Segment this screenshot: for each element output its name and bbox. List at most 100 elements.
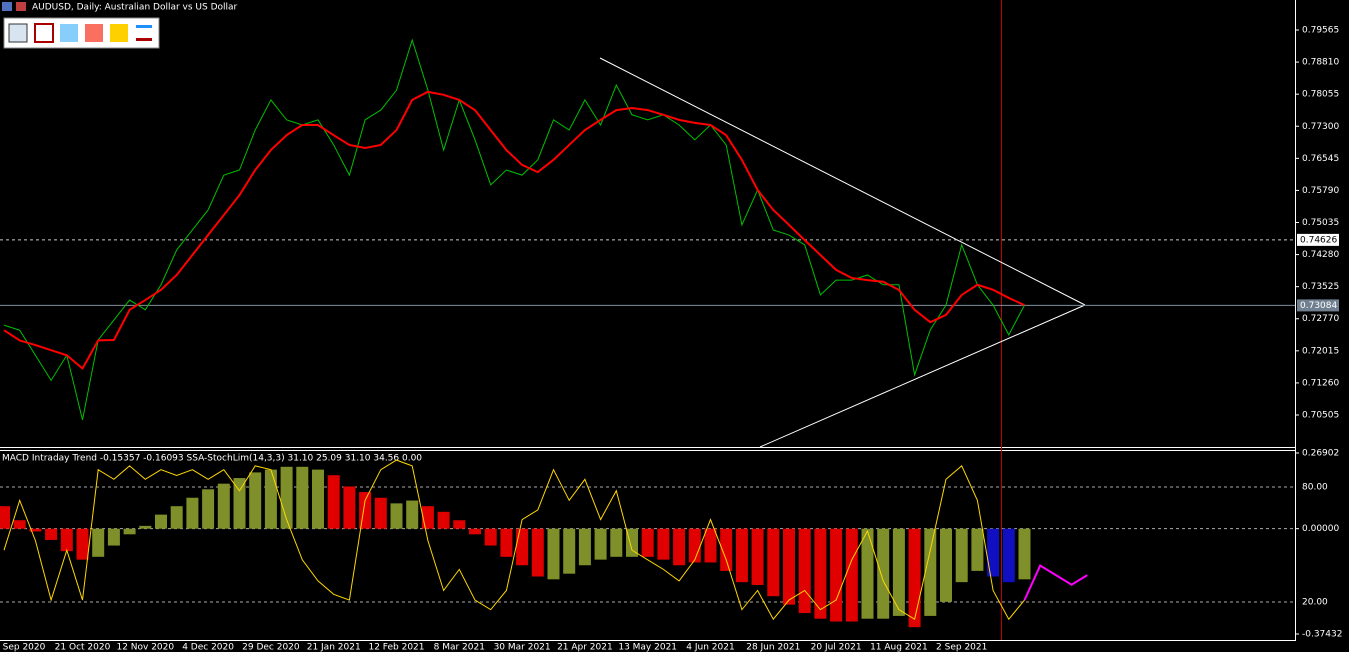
histogram-bar	[720, 528, 733, 571]
histogram-bar	[421, 506, 434, 529]
histogram-bar	[516, 528, 529, 566]
histogram-bar	[578, 528, 591, 566]
x-tick-label: 21 Apr 2021	[557, 643, 613, 652]
histogram-bar	[155, 514, 167, 529]
y-tick-label: 0.78810	[1302, 58, 1339, 68]
histogram-bar	[437, 511, 450, 529]
histogram-bar	[217, 483, 230, 529]
histogram-bar	[327, 475, 340, 529]
y2-tick-label: 80.00	[1302, 482, 1328, 492]
histogram-bar	[107, 528, 120, 546]
histogram-bar	[971, 528, 984, 571]
histogram-bar	[924, 528, 937, 616]
histogram-bar	[500, 528, 513, 557]
histogram-bar	[453, 520, 466, 529]
x-tick-label: 4 Jun 2021	[686, 643, 734, 652]
chart-title: AUDUSD, Daily: Australian Dollar vs US D…	[32, 3, 238, 13]
histogram-bar	[186, 497, 199, 529]
y-tick-label: 0.78055	[1302, 90, 1339, 100]
tool-button[interactable]	[136, 38, 152, 41]
histogram-bar	[390, 503, 403, 529]
price-label: 0.73084	[1300, 301, 1337, 311]
histogram-bar	[139, 525, 152, 529]
y-tick-label: 0.77300	[1302, 122, 1339, 132]
trend-line	[759, 304, 1086, 448]
tool-button[interactable]	[8, 23, 28, 43]
histogram-bar	[123, 528, 136, 535]
tool-button[interactable]	[110, 24, 128, 42]
histogram-bar	[406, 500, 419, 529]
y-tick-label: 0.72015	[1302, 346, 1339, 356]
histogram-bar	[92, 528, 105, 557]
price-label-box	[1297, 233, 1339, 246]
histogram-bar	[170, 506, 183, 529]
histogram-bar	[798, 528, 811, 614]
histogram-bar	[343, 486, 356, 529]
histogram-bar	[312, 469, 324, 529]
histogram-bar	[76, 528, 89, 560]
tool-button[interactable]	[136, 25, 152, 28]
histogram-bar	[610, 528, 623, 557]
y-tick-label: 0.26902	[1302, 449, 1339, 459]
histogram-bar	[845, 528, 858, 622]
histogram-bar	[29, 528, 42, 532]
histogram-bar	[469, 528, 481, 535]
histogram-bar	[814, 528, 827, 619]
x-tick-label: 20 Jul 2021	[811, 643, 862, 652]
histogram-bar	[641, 528, 654, 557]
histogram-bar	[751, 528, 764, 585]
histogram-bar	[60, 528, 73, 552]
histogram-bar	[877, 528, 890, 619]
y2-tick-label: 20.00	[1302, 597, 1328, 607]
toolbar-panel	[3, 17, 160, 49]
histogram-bar	[940, 528, 952, 602]
icon	[16, 2, 26, 11]
histogram-bar	[594, 528, 607, 560]
y-tick-label: 0.76545	[1302, 154, 1339, 164]
x-tick-label: 30 Mar 2021	[494, 643, 551, 652]
histogram-bar	[202, 489, 215, 529]
x-tick-label: 12 Feb 2021	[368, 643, 424, 652]
price-label: 0.74626	[1300, 235, 1337, 245]
histogram-bar	[264, 469, 277, 529]
series-line	[1023, 564, 1088, 601]
histogram-bar	[657, 528, 670, 560]
x-tick-label: 21 Oct 2020	[55, 643, 111, 652]
x-tick-label: 29 Dec 2020	[242, 643, 300, 652]
y-tick-label: 0.74280	[1302, 250, 1339, 260]
y-tick-label: 0.75035	[1302, 218, 1339, 228]
x-tick-label: 8 Mar 2021	[434, 643, 485, 652]
histogram-bar	[1018, 528, 1031, 580]
histogram-bar	[249, 472, 262, 529]
histogram-bar	[908, 528, 921, 628]
series-line	[3, 90, 1025, 371]
y-tick-label: 0.00000	[1302, 524, 1339, 534]
histogram-bar	[987, 528, 1000, 577]
y-tick-label: 0.71260	[1302, 378, 1339, 388]
tool-button[interactable]	[60, 24, 78, 42]
price-label-box	[1297, 299, 1339, 312]
histogram-bar	[531, 528, 544, 577]
histogram-bar	[0, 506, 10, 529]
histogram-bar	[955, 528, 968, 583]
histogram-bar	[1002, 528, 1015, 583]
series-line	[3, 459, 1025, 621]
histogram-bar	[767, 528, 780, 597]
x-tick-label: 28 Jun 2021	[746, 643, 800, 652]
toolbar	[3, 17, 160, 49]
histogram-bar	[296, 466, 309, 529]
y-tick-label: 0.75790	[1302, 186, 1339, 196]
x-tick-label: 2 Sep 2021	[936, 643, 987, 652]
y-tick-label: 0.72770	[1302, 314, 1339, 324]
x-tick-label: 12 Nov 2020	[116, 643, 174, 652]
histogram-bar	[45, 528, 58, 540]
tool-button[interactable]	[85, 24, 103, 42]
histogram-bar	[735, 528, 748, 583]
x-tick-label: 4 Sep 2020	[0, 643, 46, 652]
tool-button[interactable]	[34, 23, 54, 43]
histogram-bar	[563, 528, 576, 574]
x-tick-label: 13 May 2021	[618, 643, 677, 652]
histogram-bar	[830, 528, 843, 622]
y-tick-label: 0.70505	[1302, 410, 1339, 420]
